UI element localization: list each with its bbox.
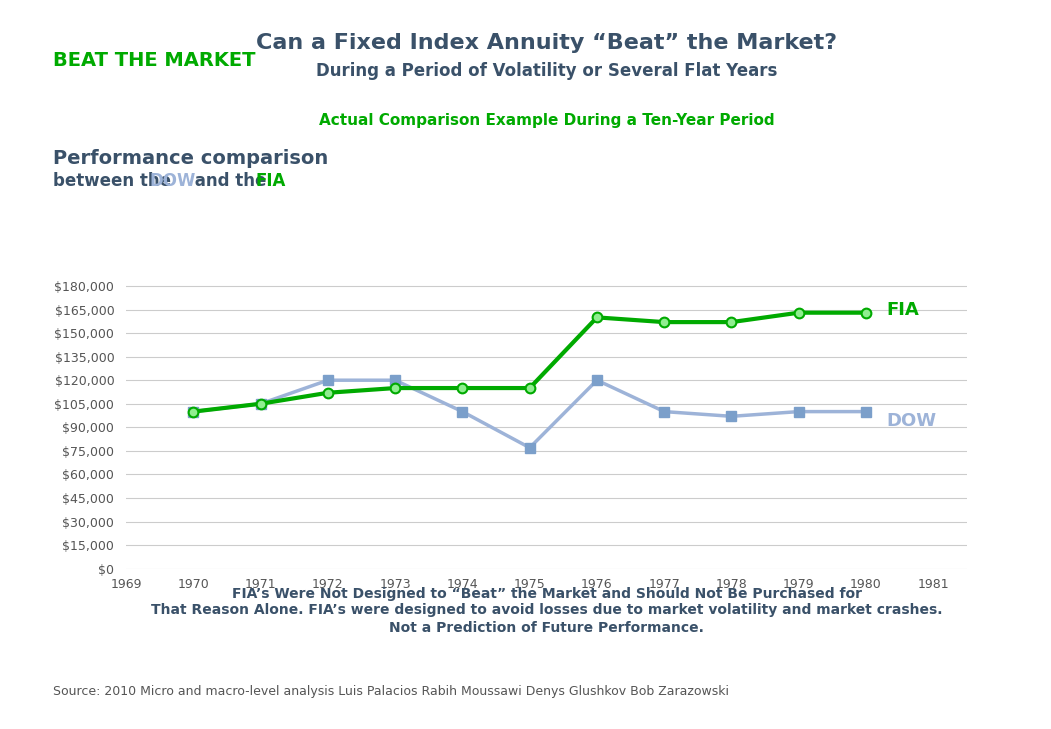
Text: During a Period of Volatility or Several Flat Years: During a Period of Volatility or Several…: [316, 62, 777, 80]
Text: Source: 2010 Micro and macro-level analysis Luis Palacios Rabih Moussawi Denys G: Source: 2010 Micro and macro-level analy…: [53, 685, 728, 698]
Text: FIA’s Were Not Designed to “Beat” the Market and Should Not Be Purchased for: FIA’s Were Not Designed to “Beat” the Ma…: [231, 587, 862, 601]
Text: Can a Fixed Index Annuity “Beat” the Market?: Can a Fixed Index Annuity “Beat” the Mar…: [256, 33, 837, 52]
Text: Performance comparison: Performance comparison: [53, 149, 328, 168]
Text: BEAT THE MARKET: BEAT THE MARKET: [53, 51, 255, 70]
Text: FIA: FIA: [886, 300, 919, 319]
Text: Actual Comparison Example During a Ten-Year Period: Actual Comparison Example During a Ten-Y…: [318, 113, 775, 128]
Text: Not a Prediction of Future Performance.: Not a Prediction of Future Performance.: [389, 621, 704, 635]
Text: FIA: FIA: [255, 172, 286, 190]
Text: DOW: DOW: [149, 172, 195, 190]
Text: That Reason Alone. FIA’s were designed to avoid losses due to market volatility : That Reason Alone. FIA’s were designed t…: [150, 603, 943, 617]
Text: between the: between the: [53, 172, 177, 190]
Text: DOW: DOW: [886, 412, 936, 430]
Text: and the: and the: [189, 172, 272, 190]
